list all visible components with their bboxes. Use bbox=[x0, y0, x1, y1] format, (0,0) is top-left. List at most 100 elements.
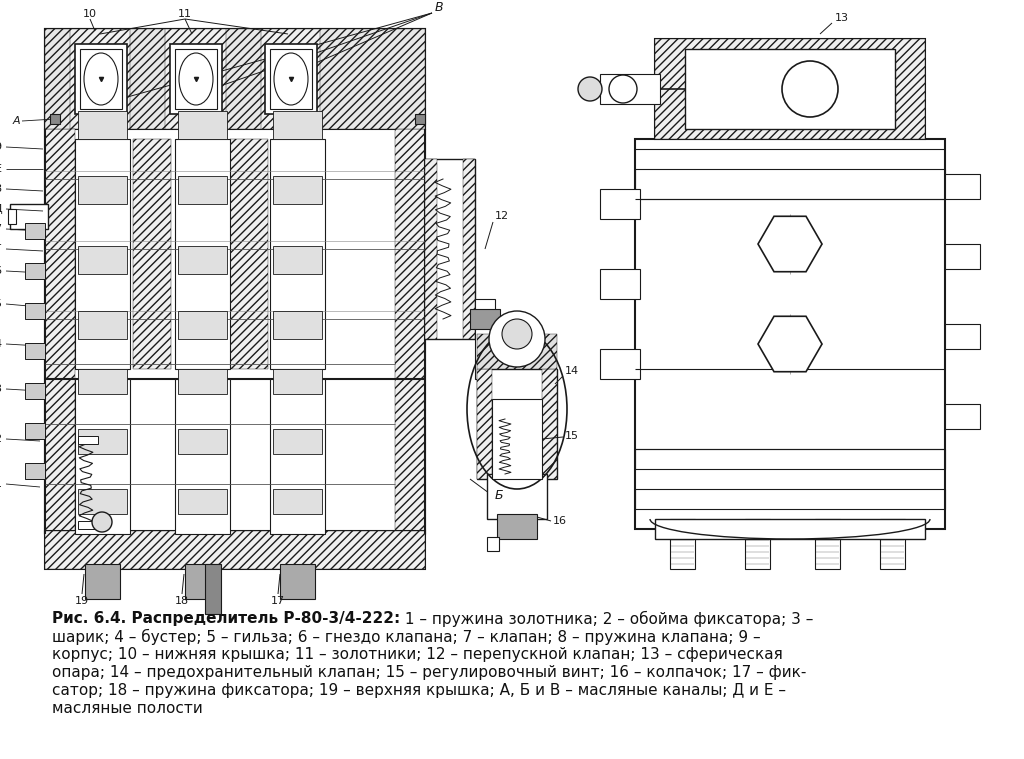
Circle shape bbox=[609, 75, 637, 103]
Bar bbox=[178, 111, 227, 139]
Bar bbox=[600, 349, 640, 379]
Bar bbox=[477, 369, 492, 479]
Bar bbox=[45, 129, 75, 379]
Bar bbox=[470, 309, 500, 329]
Bar bbox=[78, 436, 98, 444]
Bar bbox=[25, 463, 45, 479]
Text: 12: 12 bbox=[495, 211, 509, 221]
Bar bbox=[80, 49, 122, 109]
Circle shape bbox=[578, 77, 602, 101]
Bar bbox=[78, 311, 127, 339]
Bar bbox=[477, 334, 557, 369]
Bar bbox=[670, 519, 695, 569]
Bar bbox=[600, 74, 660, 104]
Bar bbox=[395, 129, 425, 379]
Text: опара; 14 – предохранительный клапан; 15 – регулировочный винт; 16 – колпачок; 1: опара; 14 – предохранительный клапан; 15… bbox=[52, 665, 806, 680]
Bar bbox=[25, 423, 45, 439]
Bar bbox=[463, 159, 475, 339]
Bar bbox=[635, 449, 945, 469]
Text: 13: 13 bbox=[835, 13, 849, 23]
Text: 16: 16 bbox=[553, 516, 567, 526]
Bar bbox=[273, 489, 322, 514]
Text: 6: 6 bbox=[0, 266, 1, 276]
Text: В: В bbox=[435, 1, 443, 14]
Bar bbox=[178, 311, 227, 339]
Bar bbox=[945, 174, 980, 199]
Bar bbox=[945, 324, 980, 349]
Text: 15: 15 bbox=[565, 431, 579, 441]
Bar bbox=[415, 114, 425, 124]
Bar bbox=[175, 49, 217, 109]
Text: корпус; 10 – нижняя крышка; 11 – золотники; 12 – перепускной клапан; 13 – сферич: корпус; 10 – нижняя крышка; 11 – золотни… bbox=[52, 647, 782, 662]
Text: 18: 18 bbox=[175, 596, 189, 606]
Text: 2: 2 bbox=[0, 434, 2, 444]
Bar bbox=[78, 521, 98, 529]
Bar bbox=[78, 369, 127, 394]
Text: 9: 9 bbox=[0, 142, 2, 152]
Bar bbox=[205, 564, 221, 614]
Ellipse shape bbox=[274, 53, 308, 105]
Bar bbox=[45, 29, 425, 534]
Bar bbox=[230, 139, 268, 369]
Bar bbox=[685, 49, 895, 129]
Text: Е: Е bbox=[0, 164, 1, 174]
Text: сатор; 18 – пружина фиксатора; 19 – верхняя крышка; А, Б и В – масляные каналы; : сатор; 18 – пружина фиксатора; 19 – верх… bbox=[52, 683, 786, 698]
Bar bbox=[75, 139, 130, 369]
Bar bbox=[635, 139, 945, 529]
Bar bbox=[78, 176, 127, 204]
Text: 1 – пружина золотника; 2 – обойма фиксатора; 3 –: 1 – пружина золотника; 2 – обойма фиксат… bbox=[400, 611, 814, 627]
Bar bbox=[487, 474, 547, 519]
Text: шарик; 4 – бустер; 5 – гильза; 6 – гнездо клапана; 7 – клапан; 8 – пружина клапа: шарик; 4 – бустер; 5 – гильза; 6 – гнезд… bbox=[52, 629, 761, 645]
Text: Рис. 6.4. Распределитель Р-80-3/4-222:: Рис. 6.4. Распределитель Р-80-3/4-222: bbox=[52, 611, 400, 626]
Bar bbox=[945, 244, 980, 269]
Bar bbox=[170, 44, 222, 114]
Text: Г: Г bbox=[0, 244, 1, 254]
Bar bbox=[175, 139, 230, 369]
Bar bbox=[78, 111, 127, 139]
Text: 8: 8 bbox=[0, 184, 2, 194]
Ellipse shape bbox=[179, 53, 213, 105]
Bar bbox=[425, 159, 437, 339]
Bar bbox=[273, 429, 322, 454]
Text: 14: 14 bbox=[565, 366, 580, 376]
Bar bbox=[745, 519, 770, 569]
Bar bbox=[477, 369, 557, 479]
Bar bbox=[8, 209, 16, 224]
Text: масляные полости: масляные полости bbox=[52, 701, 203, 716]
Bar bbox=[273, 369, 322, 394]
Bar bbox=[25, 383, 45, 399]
Bar bbox=[226, 29, 261, 129]
Bar bbox=[178, 176, 227, 204]
Bar bbox=[497, 514, 537, 539]
Bar bbox=[178, 489, 227, 514]
Bar bbox=[273, 311, 322, 339]
Circle shape bbox=[489, 311, 545, 367]
Bar bbox=[50, 114, 60, 124]
Bar bbox=[273, 246, 322, 274]
Bar bbox=[270, 49, 312, 109]
Bar bbox=[178, 429, 227, 454]
Bar bbox=[25, 303, 45, 319]
Bar bbox=[75, 379, 130, 534]
Bar bbox=[270, 139, 325, 369]
Bar bbox=[492, 399, 542, 479]
Text: 4: 4 bbox=[0, 339, 2, 349]
Bar bbox=[45, 379, 75, 534]
Text: Д: Д bbox=[0, 204, 2, 214]
Bar bbox=[600, 189, 640, 219]
Bar bbox=[265, 44, 317, 114]
Ellipse shape bbox=[84, 53, 118, 105]
Circle shape bbox=[782, 61, 838, 117]
Bar bbox=[45, 29, 425, 129]
Bar bbox=[475, 299, 495, 379]
Bar bbox=[635, 169, 945, 199]
Bar bbox=[185, 564, 220, 599]
Bar bbox=[178, 246, 227, 274]
Bar bbox=[425, 159, 475, 339]
Text: Б: Б bbox=[495, 489, 504, 502]
Bar bbox=[78, 489, 127, 514]
Bar bbox=[273, 111, 322, 139]
Bar bbox=[178, 369, 227, 394]
Bar bbox=[280, 564, 315, 599]
Bar bbox=[130, 29, 165, 129]
